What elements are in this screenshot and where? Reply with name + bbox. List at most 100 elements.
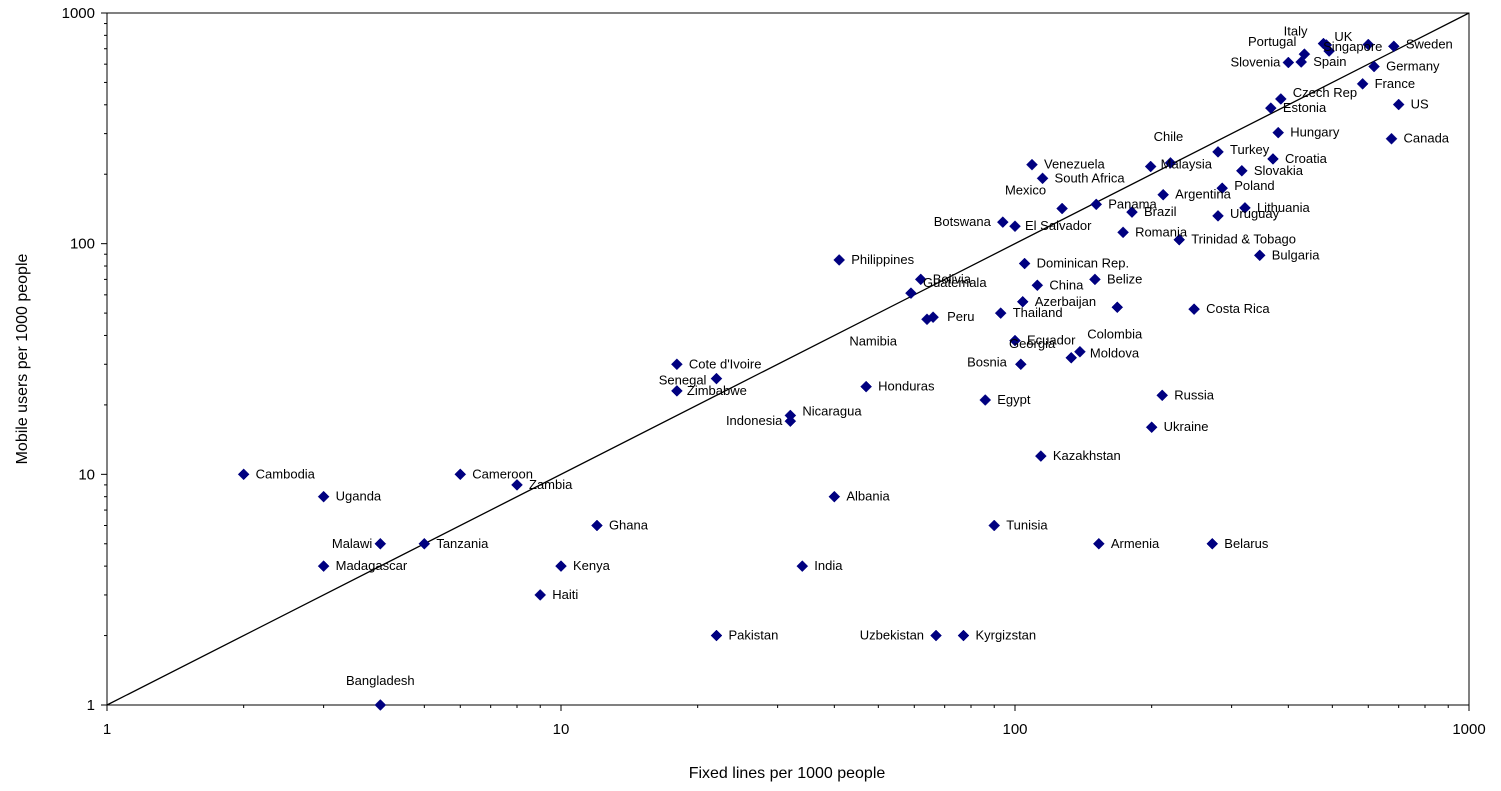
point-label: Hungary [1290, 125, 1340, 140]
point-label: Tanzania [436, 536, 489, 551]
x-tick-labels: 1 10 100 1000 [103, 721, 1486, 738]
y-tick-labels: 1 10 100 1000 [62, 5, 95, 714]
point-label: Turkey [1230, 142, 1270, 157]
data-point [317, 560, 330, 572]
data-point [1111, 301, 1124, 314]
point-label: Argentina [1175, 187, 1231, 202]
data-point [828, 490, 841, 503]
point-label: Cameroon [472, 466, 533, 481]
data-point [374, 699, 387, 711]
point-label: Panama [1108, 196, 1157, 211]
data-point [1239, 201, 1251, 214]
point-label: Germany [1386, 59, 1440, 74]
point-label: Russia [1174, 387, 1215, 402]
point-label: Guatemala [923, 275, 987, 290]
data-point [1074, 345, 1086, 358]
data-point [1264, 102, 1277, 114]
data-point [1362, 38, 1375, 51]
data-point [1016, 295, 1029, 308]
x-axis-title: Fixed lines per 1000 people [689, 765, 886, 782]
point-label: Cote d'Ivoire [689, 356, 762, 371]
point-label: Kyrgizstan [975, 628, 1036, 643]
point-label: Egypt [997, 392, 1031, 407]
point-label: UK [1334, 29, 1352, 44]
data-point [374, 537, 387, 550]
data-point [1090, 198, 1103, 211]
point-label: Lithuania [1257, 200, 1311, 215]
point-label: Honduras [878, 379, 935, 394]
data-point [1031, 279, 1044, 292]
point-label: Malaysia [1161, 157, 1213, 172]
point-label: Moldova [1090, 346, 1140, 361]
point-label: Venezuela [1044, 157, 1105, 172]
point-label: Slovakia [1254, 163, 1304, 178]
point-label: Tunisia [1006, 518, 1048, 533]
point-label: Spain [1313, 54, 1346, 69]
data-point [237, 468, 250, 481]
data-point [1092, 537, 1105, 550]
point-label: South Africa [1055, 170, 1126, 185]
data-point [1272, 126, 1285, 139]
point-label: Bangladesh [346, 673, 415, 688]
point-label: El Salvador [1025, 218, 1092, 233]
point-label: Romania [1135, 224, 1188, 239]
point-label: Dominican Rep. [1037, 256, 1130, 271]
data-point [1018, 257, 1031, 270]
data-point [1253, 249, 1266, 262]
point-label: Georgia [1009, 336, 1056, 351]
point-label: Brazil [1144, 204, 1177, 219]
data-point [1206, 537, 1219, 550]
data-point [1356, 77, 1369, 90]
point-label: Zimbabwe [687, 383, 747, 398]
data-point [1385, 132, 1398, 145]
point-label: Sweden [1406, 36, 1453, 51]
point-label: US [1411, 97, 1429, 112]
point-label: Zambia [529, 477, 573, 492]
point-label: Croatia [1285, 151, 1328, 166]
y-tick-label: 1000 [62, 5, 95, 22]
point-label: China [1049, 277, 1084, 292]
point-label: Colombia [1087, 326, 1143, 341]
point-label: Bolivia [933, 271, 972, 286]
data-point [1145, 421, 1158, 434]
data-point [1117, 226, 1129, 239]
point-label: Uganda [336, 489, 382, 504]
data-point [1126, 206, 1138, 218]
point-label: Kazakhstan [1053, 448, 1121, 463]
point-label: Estonia [1283, 100, 1327, 115]
data-point [1173, 233, 1186, 246]
point-label: Ghana [609, 518, 649, 533]
data-point [1188, 303, 1200, 316]
point-label: Armenia [1111, 536, 1160, 551]
data-point [1236, 164, 1248, 177]
data-point [1282, 56, 1295, 69]
point-label: Albania [846, 489, 890, 504]
data-point [1368, 60, 1380, 73]
point-label: Bosnia [967, 354, 1008, 369]
data-point [1392, 98, 1405, 111]
plot-frame [106, 12, 1470, 706]
data-point [1216, 182, 1229, 195]
axes [101, 12, 1470, 711]
data-point [1056, 202, 1068, 215]
y-axis-title: Mobile users per 1000 people [14, 254, 31, 465]
data-point [1009, 334, 1021, 347]
data-point [418, 537, 431, 550]
point-label: Nicaragua [802, 403, 862, 418]
point-label: India [814, 558, 843, 573]
data-point [555, 560, 567, 572]
data-point [1026, 158, 1038, 171]
point-label: Azerbaijan [1035, 294, 1096, 309]
point-label: Ecuador [1027, 333, 1076, 348]
data-point [979, 394, 992, 406]
data-point [957, 629, 970, 642]
x-tick-label: 1000 [1452, 721, 1485, 738]
data-point [1034, 450, 1047, 462]
point-label: Kenya [573, 558, 611, 573]
data-point [994, 307, 1007, 319]
data-point [784, 409, 797, 422]
point-label: Madagascar [336, 558, 408, 573]
point-label: Singapore [1323, 39, 1382, 54]
data-point [833, 254, 846, 266]
point-label: Portugal [1248, 34, 1297, 49]
